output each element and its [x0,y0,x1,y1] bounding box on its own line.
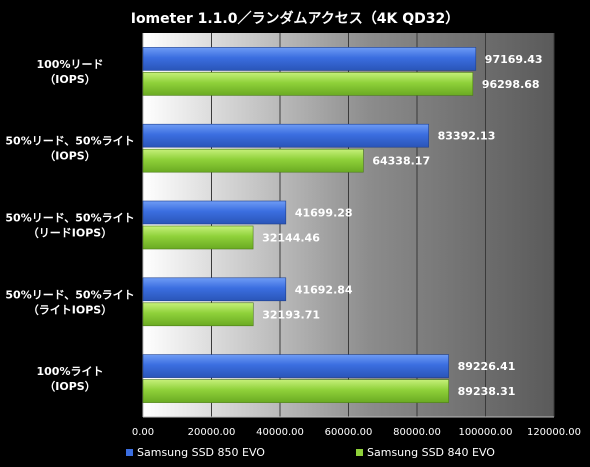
legend-item-850-evo: Samsung SSD 850 EVO [126,446,265,459]
category-label: 100%ライト [37,365,104,378]
x-tick-label: 0.00 [132,427,154,438]
legend-label: Samsung SSD 840 EVO [367,446,495,459]
category-label: （ライトIOPS） [28,303,112,316]
x-tick-label: 80000.00 [393,427,441,438]
data-label: 41699.28 [295,207,353,220]
bar [142,379,449,403]
data-label: 32193.71 [262,308,320,321]
x-tick-label: 40000.00 [256,427,304,438]
category-label: 50%リード、50%ライト [5,288,134,301]
bar [142,72,474,96]
x-tick-label: 20000.00 [188,427,236,438]
bar [142,148,364,173]
category-label: （IOPS） [44,73,95,86]
category-label: （リードIOPS） [28,227,112,240]
x-tick-label: 60000.00 [325,427,373,438]
chart-title: Iometer 1.1.0／ランダムアクセス（4K QD32） [130,11,460,27]
legend-swatch [126,449,133,456]
data-label: 89238.31 [458,385,516,398]
data-label: 96298.68 [482,78,540,91]
data-label: 41692.84 [295,283,353,296]
data-label: 89226.41 [458,360,516,373]
data-label: 32144.46 [262,232,320,245]
data-label: 64338.17 [372,155,430,168]
category-label: 100%リード [37,58,104,71]
legend: Samsung SSD 850 EVO Samsung SSD 840 EVO [0,446,590,462]
x-tick-label: 120000.00 [527,427,581,438]
data-label: 83392.13 [438,130,496,143]
bar [142,302,254,327]
category-label: （IOPS） [44,150,95,163]
bar [142,225,254,250]
bar [142,277,287,302]
bar [142,123,429,148]
category-label: （IOPS） [44,380,95,393]
legend-swatch [356,449,363,456]
bar [142,200,287,225]
x-tick-label: 100000.00 [458,427,512,438]
bar [142,354,449,378]
bar [142,47,477,71]
data-label: 97169.43 [485,53,543,66]
category-label: 50%リード、50%ライト [5,212,134,225]
legend-item-840-evo: Samsung SSD 840 EVO [356,446,495,459]
category-label: 50%リード、50%ライト [5,135,134,148]
legend-label: Samsung SSD 850 EVO [137,446,265,459]
